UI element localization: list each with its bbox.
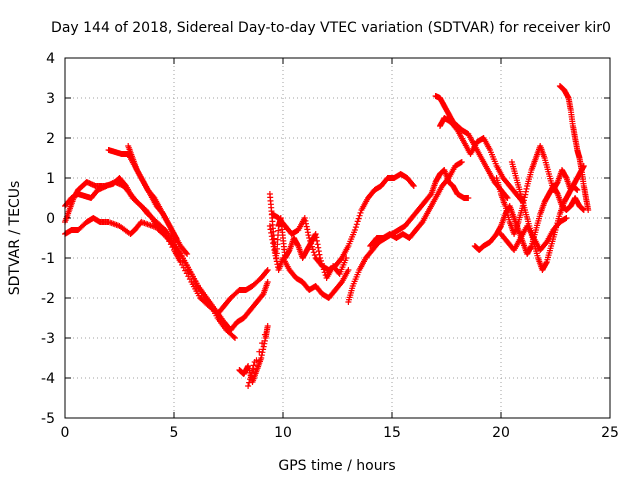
y-tick-label: -2	[41, 291, 55, 307]
x-tick-label: 20	[492, 425, 510, 441]
y-tick-label: 3	[46, 91, 55, 107]
sdtvar-markers	[62, 83, 592, 389]
y-tick-label: -3	[41, 331, 55, 347]
x-tick-label: 25	[601, 425, 619, 441]
y-tick-label: -4	[41, 371, 55, 387]
data-points	[62, 83, 592, 389]
x-tick-label: 5	[170, 425, 179, 441]
y-axis-label: SDTVAR / TECUs	[7, 181, 23, 296]
y-tick-label: 1	[46, 171, 55, 187]
y-tick-label: 2	[46, 131, 55, 147]
grid	[65, 58, 610, 418]
y-tick-label: -1	[41, 251, 55, 267]
plot-frame	[64, 57, 611, 419]
y-tick-label: -5	[41, 411, 55, 427]
x-tick-label: 15	[383, 425, 401, 441]
x-tick-label: 0	[61, 425, 70, 441]
x-tick-label: 10	[274, 425, 292, 441]
y-tick-label: 0	[46, 211, 55, 227]
y-tick-label: 4	[46, 51, 55, 67]
x-axis-label: GPS time / hours	[278, 458, 395, 474]
chart-title: Day 144 of 2018, Sidereal Day-to-day VTE…	[51, 20, 611, 36]
